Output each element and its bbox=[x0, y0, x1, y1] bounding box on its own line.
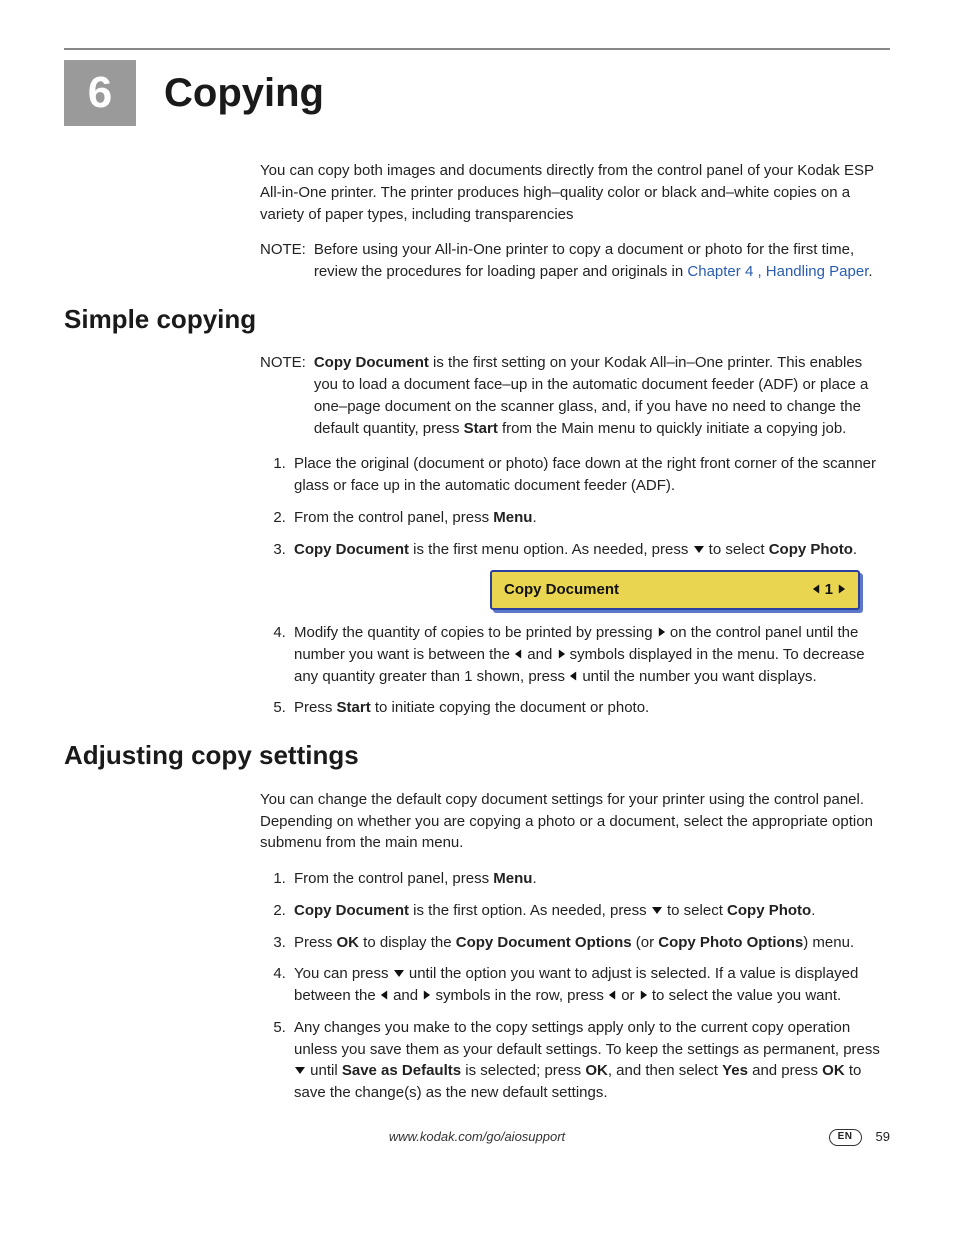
step-text: to select bbox=[705, 541, 769, 558]
page-footer: www.kodak.com/go/aiosupport EN 59 bbox=[64, 1128, 890, 1147]
right-arrow-icon bbox=[657, 626, 666, 638]
step-text: Any changes you make to the copy setting… bbox=[294, 1019, 880, 1058]
bold-ok: OK bbox=[822, 1062, 845, 1079]
bold-yes: Yes bbox=[722, 1062, 748, 1079]
note-label: NOTE: bbox=[260, 352, 306, 439]
step-text: From the control panel, press bbox=[294, 870, 493, 887]
step-4: Modify the quantity of copies to be prin… bbox=[290, 622, 890, 687]
chapter-number-box: 6 bbox=[64, 60, 136, 126]
chapter-header: 6 Copying bbox=[64, 60, 890, 126]
step-text: and bbox=[523, 646, 556, 663]
intro-paragraph: You can copy both images and documents d… bbox=[260, 160, 890, 225]
quantity-value: 1 bbox=[825, 579, 833, 601]
quantity-control: 1 bbox=[812, 579, 846, 601]
step-text: symbols in the row, press bbox=[435, 987, 608, 1004]
bold-start: Start bbox=[464, 420, 498, 437]
left-arrow-icon bbox=[514, 648, 523, 660]
step-3: Copy Document is the first menu option. … bbox=[290, 539, 890, 611]
step-3: Press OK to display the Copy Document Op… bbox=[290, 932, 890, 954]
right-arrow-icon bbox=[639, 989, 648, 1001]
copy-document-panel: Copy Document 1 bbox=[490, 570, 860, 610]
step-text: until the number you want displays. bbox=[578, 668, 816, 685]
step-text: is the first menu option. As needed, pre… bbox=[409, 541, 693, 558]
down-arrow-icon bbox=[393, 968, 405, 978]
step-text: until bbox=[306, 1062, 342, 1079]
page-number: 59 bbox=[876, 1128, 890, 1147]
bold-copy-document-options: Copy Document Options bbox=[456, 934, 632, 951]
note-label: NOTE: bbox=[260, 239, 306, 283]
step-text: to initiate copying the document or phot… bbox=[371, 699, 650, 716]
right-arrow-icon bbox=[422, 989, 431, 1001]
step-text: to select the value you want. bbox=[652, 987, 841, 1004]
bold-start: Start bbox=[337, 699, 371, 716]
step-text: to display the bbox=[359, 934, 456, 951]
bold-copy-photo: Copy Photo bbox=[769, 541, 853, 558]
left-arrow-icon bbox=[608, 989, 617, 1001]
top-rule bbox=[64, 48, 890, 50]
step-text: and bbox=[393, 987, 422, 1004]
simple-copying-steps: Place the original (document or photo) f… bbox=[260, 453, 890, 719]
footer-right: EN 59 bbox=[829, 1128, 890, 1147]
step-2: Copy Document is the first option. As ne… bbox=[290, 900, 890, 922]
intro-note: NOTE: Before using your All-in-One print… bbox=[260, 239, 890, 283]
step-1: Place the original (document or photo) f… bbox=[290, 453, 890, 497]
step-text: , and then select bbox=[608, 1062, 722, 1079]
step-text: . bbox=[811, 902, 815, 919]
step-text: . bbox=[532, 509, 536, 526]
step-4: You can press until the option you want … bbox=[290, 963, 890, 1007]
bold-copy-document: Copy Document bbox=[294, 902, 409, 919]
copy-document-panel-inner: Copy Document 1 bbox=[490, 570, 860, 610]
step-5: Any changes you make to the copy setting… bbox=[290, 1017, 890, 1104]
note-body: Copy Document is the first setting on yo… bbox=[314, 352, 890, 439]
step-text: Press bbox=[294, 699, 337, 716]
left-arrow-icon bbox=[569, 670, 578, 682]
bold-save-as-defaults: Save as Defaults bbox=[342, 1062, 461, 1079]
chapter-title: Copying bbox=[164, 64, 324, 122]
step-text: . bbox=[853, 541, 857, 558]
left-arrow-icon bbox=[812, 583, 821, 595]
step-text: . bbox=[532, 870, 536, 887]
down-arrow-icon bbox=[651, 905, 663, 915]
note-text: from the Main menu to quickly initiate a… bbox=[498, 420, 847, 437]
step-1: From the control panel, press Menu. bbox=[290, 868, 890, 890]
step-text: Modify the quantity of copies to be prin… bbox=[294, 624, 657, 641]
down-arrow-icon bbox=[294, 1065, 306, 1075]
step-text: and press bbox=[748, 1062, 822, 1079]
bold-menu: Menu bbox=[493, 870, 532, 887]
step-5: Press Start to initiate copying the docu… bbox=[290, 697, 890, 719]
bold-copy-photo: Copy Photo bbox=[727, 902, 811, 919]
down-arrow-icon bbox=[693, 544, 705, 554]
bold-ok: OK bbox=[585, 1062, 608, 1079]
section-heading-simple-copying: Simple copying bbox=[64, 301, 890, 339]
bold-ok: OK bbox=[337, 934, 360, 951]
left-arrow-icon bbox=[380, 989, 389, 1001]
footer-url: www.kodak.com/go/aiosupport bbox=[389, 1128, 565, 1147]
step-text: You can press bbox=[294, 965, 393, 982]
note-text-post: . bbox=[868, 263, 872, 280]
language-badge: EN bbox=[829, 1129, 862, 1146]
step-2: From the control panel, press Menu. bbox=[290, 507, 890, 529]
bold-copy-photo-options: Copy Photo Options bbox=[658, 934, 803, 951]
step-text: (or bbox=[632, 934, 659, 951]
adjusting-steps: From the control panel, press Menu. Copy… bbox=[260, 868, 890, 1104]
bold-menu: Menu bbox=[493, 509, 532, 526]
right-arrow-icon bbox=[557, 648, 566, 660]
step-text: to select bbox=[663, 902, 727, 919]
bold-copy-document: Copy Document bbox=[314, 354, 429, 371]
right-arrow-icon bbox=[837, 583, 846, 595]
adjusting-intro: You can change the default copy document… bbox=[260, 789, 890, 854]
step-text: or bbox=[621, 987, 639, 1004]
handling-paper-link[interactable]: Chapter 4 , Handling Paper bbox=[687, 263, 868, 280]
step-text: From the control panel, press bbox=[294, 509, 493, 526]
step-text: ) menu. bbox=[803, 934, 854, 951]
step-text: Press bbox=[294, 934, 337, 951]
note-body: Before using your All-in-One printer to … bbox=[314, 239, 890, 283]
simple-copying-note: NOTE: Copy Document is the first setting… bbox=[260, 352, 890, 439]
step-text: is the first option. As needed, press bbox=[409, 902, 651, 919]
panel-label: Copy Document bbox=[504, 579, 619, 601]
step-text: is selected; press bbox=[461, 1062, 585, 1079]
bold-copy-document: Copy Document bbox=[294, 541, 409, 558]
section-heading-adjusting-copy-settings: Adjusting copy settings bbox=[64, 737, 890, 775]
